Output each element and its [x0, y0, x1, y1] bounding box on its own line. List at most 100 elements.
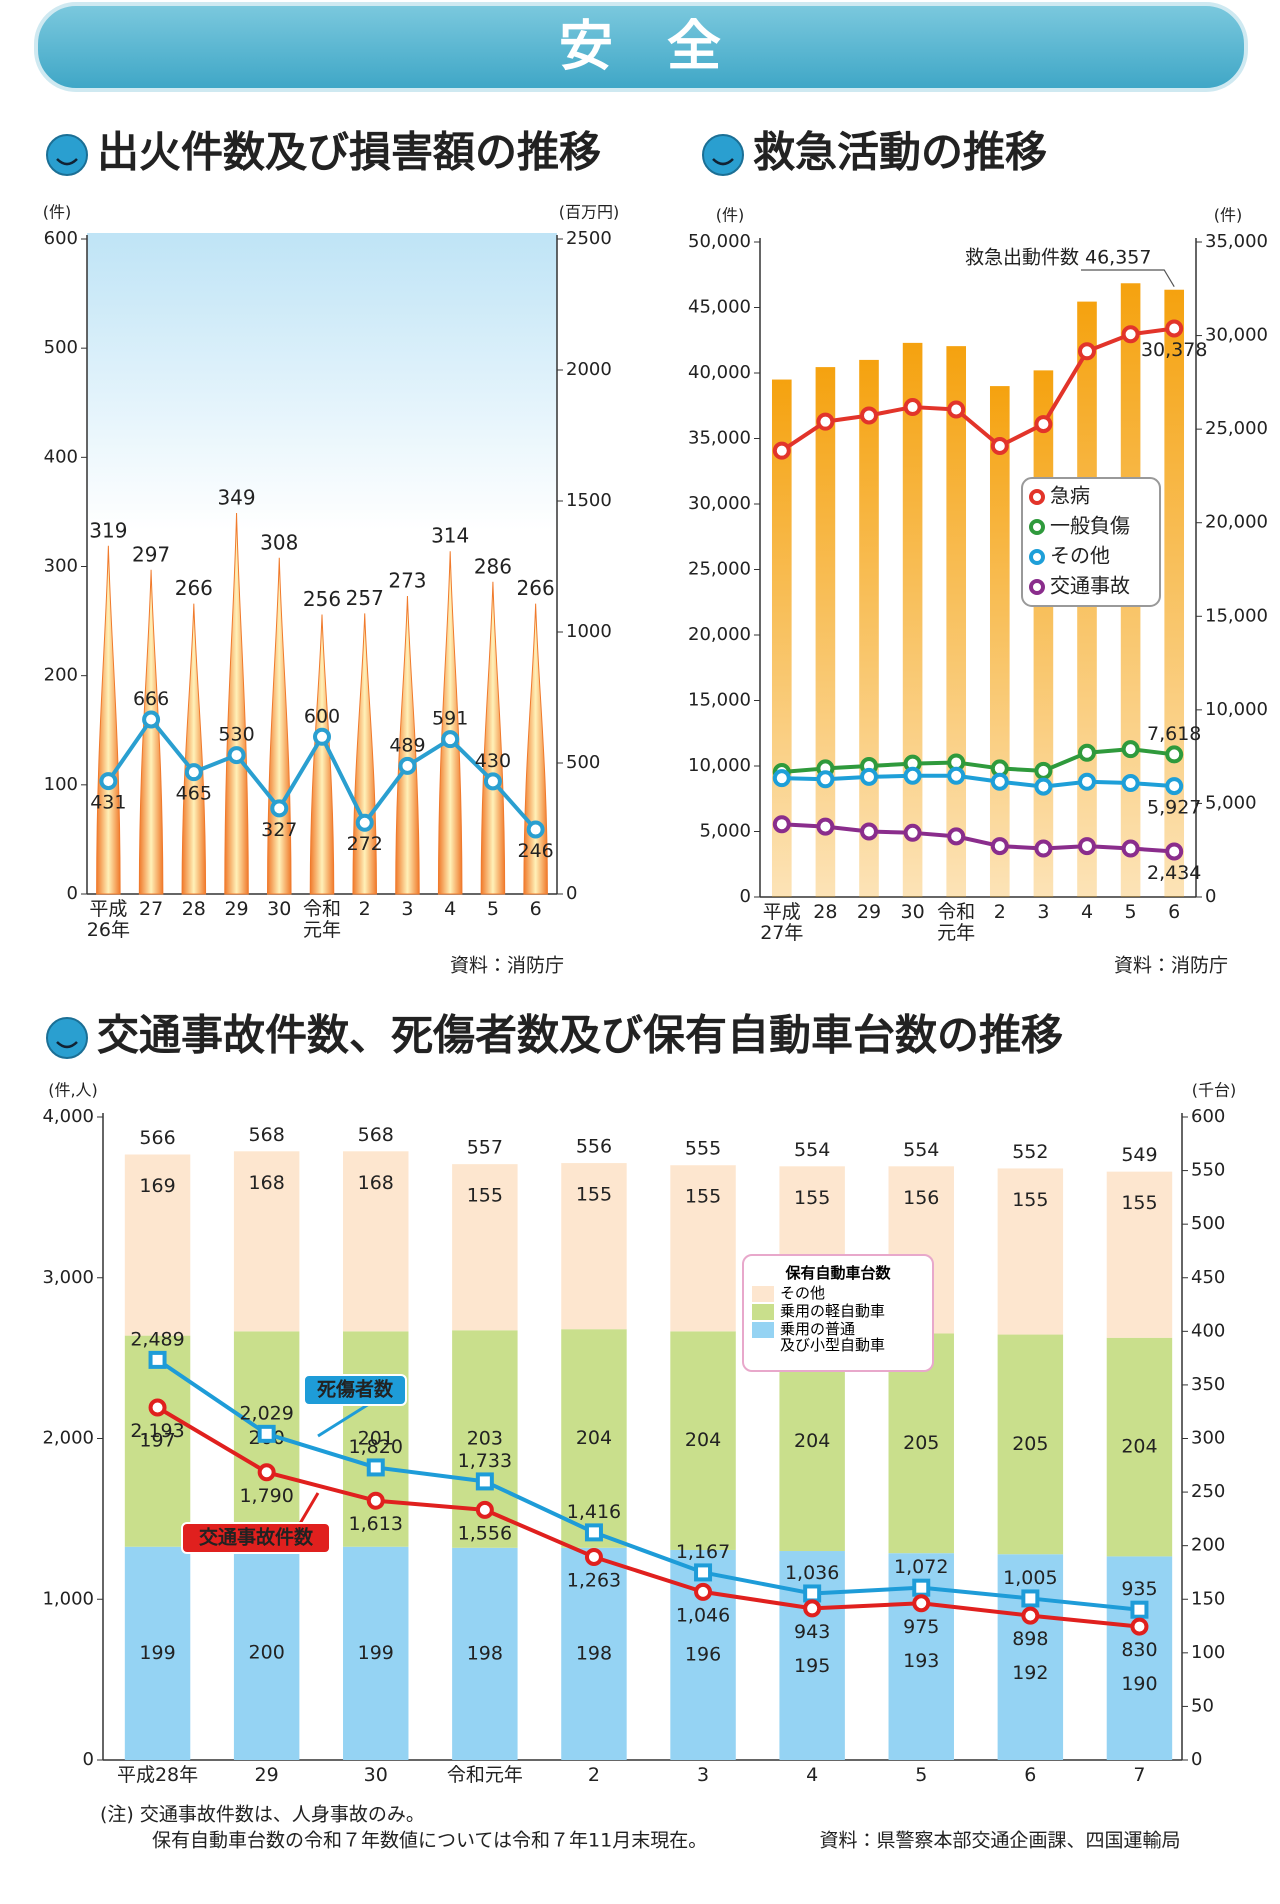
line	[781, 822, 1175, 854]
data-label: 5,927	[1147, 797, 1201, 819]
y-tick-label: 1,000	[42, 1588, 94, 1609]
callout-label: 死傷者数	[317, 1378, 394, 1401]
data-label: 256	[303, 587, 341, 611]
marker	[148, 1350, 167, 1369]
segment-label: 199	[139, 1642, 175, 1664]
bar-segment	[233, 1545, 300, 1760]
data-label: 286	[474, 554, 512, 578]
y-tick-label: 2,000	[42, 1428, 94, 1449]
marker	[903, 823, 922, 842]
data-label: 943	[794, 1621, 830, 1643]
segment-label: 198	[576, 1642, 612, 1664]
y-tick-label: 15,000	[688, 690, 751, 711]
segment-label: 155	[576, 1184, 612, 1206]
y2-tick-label: 2000	[566, 359, 612, 380]
bar-segment	[561, 1163, 627, 1330]
y2-tick-label: 10,000	[1205, 699, 1268, 720]
section-title: 救急活動の推移	[753, 128, 1047, 177]
data-label: 308	[260, 530, 298, 554]
line	[156, 1358, 1140, 1612]
line	[156, 1405, 1140, 1629]
bar	[989, 386, 1010, 897]
marker	[99, 772, 118, 791]
data-label: 430	[475, 750, 511, 772]
marker	[990, 837, 1009, 856]
segment-label: 200	[249, 1641, 285, 1663]
marker	[313, 727, 331, 746]
total-label: 549	[1121, 1144, 1157, 1166]
y2-tick-label: 1000	[566, 621, 612, 642]
y2-tick-label: 20,000	[1205, 512, 1268, 533]
data-label: 830	[1121, 1639, 1157, 1661]
marker	[912, 1578, 931, 1597]
data-label: 297	[132, 542, 170, 566]
data-label: 600	[304, 705, 340, 727]
bar-segment	[124, 1546, 191, 1760]
marker	[947, 400, 966, 419]
bar-segment	[670, 1331, 736, 1550]
y2-tick-label: 0	[566, 883, 577, 904]
y-tick-label: 300	[44, 556, 78, 577]
marker	[475, 1472, 494, 1491]
y-tick-label: 0	[83, 1749, 94, 1770]
y-tick-label: 100	[44, 774, 78, 795]
y2-tick-label: 150	[1191, 1588, 1225, 1609]
y2-tick-label: 450	[1191, 1267, 1225, 1288]
y2-tick-label: 400	[1191, 1320, 1225, 1341]
y2-tick-label: 35,000	[1205, 231, 1268, 252]
bar-segment	[124, 1154, 191, 1336]
y-tick-label: 35,000	[688, 428, 751, 449]
bar-segment	[124, 1335, 191, 1547]
segment-label: 155	[685, 1186, 721, 1208]
data-label: 319	[89, 518, 127, 542]
marker	[584, 1523, 603, 1542]
marker	[1078, 772, 1096, 791]
callout-label: 交通事故件数	[199, 1526, 314, 1549]
marker	[1021, 1589, 1040, 1608]
marker	[1078, 743, 1096, 762]
marker	[366, 1491, 385, 1510]
marker	[1165, 745, 1184, 764]
data-label: 1,072	[894, 1556, 948, 1578]
marker	[947, 827, 966, 846]
segment-label: 205	[903, 1432, 939, 1454]
total-label: 556	[576, 1136, 612, 1158]
segment-label: 204	[685, 1429, 721, 1451]
bar	[946, 346, 967, 897]
y2-tick-label: 250	[1191, 1481, 1225, 1502]
marker	[772, 815, 791, 834]
y-tick-label: 25,000	[688, 559, 751, 580]
legend-marker	[1029, 489, 1045, 505]
line	[781, 747, 1175, 774]
data-label: 465	[176, 783, 212, 805]
flame-bar	[96, 545, 121, 895]
bar-segment	[561, 1329, 627, 1548]
marker	[526, 820, 545, 839]
segment-label: 196	[685, 1643, 721, 1665]
y2-tick-label: 500	[1191, 1213, 1225, 1234]
title-icon	[46, 1017, 88, 1059]
marker	[1121, 740, 1140, 759]
marker	[816, 770, 835, 789]
legend-marker	[1029, 579, 1045, 595]
data-label: 975	[903, 1616, 939, 1638]
flame-bar	[309, 614, 335, 895]
bar	[859, 359, 879, 897]
marker	[694, 1582, 713, 1601]
segment-label: 193	[903, 1650, 939, 1672]
section-title: 出火件数及び損害額の推移	[97, 128, 601, 177]
total-label: 568	[249, 1124, 285, 1146]
marker	[772, 769, 791, 788]
segment-label: 156	[903, 1187, 939, 1209]
bar-segment	[997, 1334, 1064, 1555]
data-label: 1,613	[349, 1513, 403, 1535]
data-label: 935	[1121, 1578, 1157, 1600]
marker	[1121, 774, 1140, 793]
data-label: 314	[431, 524, 469, 548]
segment-label: 197	[139, 1430, 175, 1452]
bar-segment	[1106, 1556, 1173, 1760]
total-label: 552	[1012, 1141, 1048, 1163]
title-icon-face	[56, 1041, 78, 1049]
marker	[257, 1424, 276, 1443]
